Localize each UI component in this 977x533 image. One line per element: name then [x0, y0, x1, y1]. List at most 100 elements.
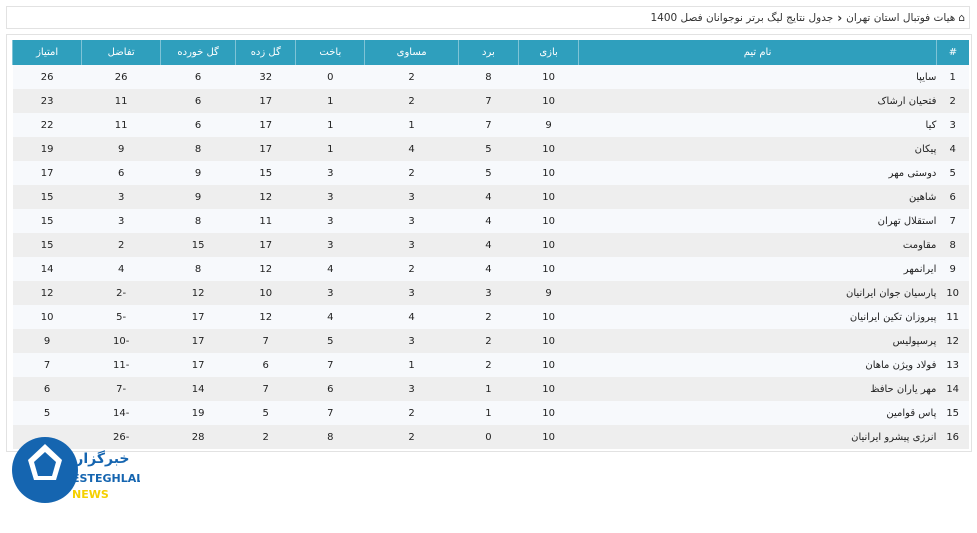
header-played: بازی [517, 40, 579, 65]
cell-points: 15 [12, 185, 82, 209]
cell-lost: 3 [295, 209, 365, 233]
table-row: 12 پرسپولیس 10 2 3 5 7 17 10- 9 [12, 329, 969, 353]
table-row: 15 پاس قوامین 10 1 2 7 5 19 14- 5 [12, 401, 969, 425]
cell-goal-diff: 10- [81, 329, 161, 353]
team-value: پیکان [914, 143, 937, 155]
goals-for-value: 12 [259, 263, 273, 275]
cell-won: 5 [458, 137, 519, 161]
points-value: 19 [40, 143, 54, 155]
cell-played: 9 [518, 113, 579, 137]
cell-goals-for: 10 [235, 281, 296, 305]
cell-won: 2 [458, 329, 519, 353]
cell-lost: 4 [295, 305, 365, 329]
table-row: 14 مهر یاران حافظ 10 1 3 6 7 14 7- 6 [12, 377, 969, 401]
cell-lost: 3 [295, 281, 365, 305]
goals-against-value: 8 [194, 143, 202, 155]
table-row: 8 مقاومت 10 4 3 3 17 15 2 15 [12, 233, 969, 257]
played-value: 10 [542, 431, 555, 443]
cell-drawn: 2 [364, 401, 459, 425]
lost-value: 6 [327, 383, 334, 395]
drawn-value: 2 [408, 95, 415, 107]
table-row: 5 دوستی مهر 10 5 2 3 15 9 6 17 [12, 161, 969, 185]
drawn-value: 2 [408, 167, 415, 179]
goals-for-value: 2 [262, 431, 269, 443]
cell-goal-diff: 26 [81, 65, 161, 89]
won-value: 4 [485, 215, 492, 227]
cell-won: 1 [458, 401, 519, 425]
points-value: 17 [40, 167, 54, 179]
lost-value: 7 [327, 407, 334, 419]
team-value: فولاد ویژن ماهان [865, 359, 937, 371]
won-value: 1 [485, 407, 492, 419]
goals-for-value: 17 [259, 143, 273, 155]
breadcrumb-home-link[interactable]: هیات فوتبال استان تهران [846, 11, 956, 24]
cell-lost: 6 [295, 377, 365, 401]
goals-against-value: 19 [191, 407, 205, 419]
lost-value: 3 [327, 191, 334, 203]
drawn-value: 3 [408, 191, 415, 203]
cell-drawn: 4 [364, 305, 459, 329]
points-value: 15 [40, 215, 54, 227]
table-row: 7 استقلال تهران 10 4 3 3 11 8 3 15 [12, 209, 969, 233]
cell-points: 6 [12, 377, 82, 401]
cell-drawn: 2 [364, 425, 459, 449]
cell-played: 10 [518, 209, 579, 233]
goal-diff-value: 26- [112, 431, 130, 443]
table-row: 6 شاهین 10 4 3 3 12 9 3 15 [12, 185, 969, 209]
rank-value: 13 [946, 359, 960, 371]
header-goal-diff: تفاضل [81, 40, 161, 65]
lost-value: 4 [327, 263, 334, 275]
goal-diff-value: 3 [117, 215, 125, 227]
home-icon[interactable]: ⌂ [958, 11, 965, 24]
won-value: 4 [485, 239, 492, 251]
rank-value: 3 [949, 119, 956, 131]
goal-diff-value: 9 [117, 143, 125, 155]
played-value: 10 [542, 95, 555, 107]
cell-lost: 3 [295, 185, 365, 209]
esteghlal-news-logo: خبرگزاری ESTEGHLAL NEWS [12, 437, 140, 503]
cell-played: 10 [518, 185, 579, 209]
cell-goals-against: 8 [160, 137, 236, 161]
team-value: پاس قوامین [886, 407, 937, 419]
goal-diff-value: 11- [112, 359, 130, 371]
lost-value: 5 [327, 335, 334, 347]
goal-diff-value: 26 [114, 71, 128, 83]
goals-against-value: 8 [194, 215, 202, 227]
cell-rank: 7 [936, 209, 969, 233]
won-value: 4 [485, 263, 492, 275]
cell-goals-against: 8 [160, 209, 236, 233]
lost-value: 3 [327, 215, 334, 227]
cell-points: 15 [12, 233, 82, 257]
goals-against-value: 17 [191, 335, 205, 347]
goals-against-value: 9 [194, 191, 202, 203]
cell-drawn: 3 [364, 185, 459, 209]
cell-goals-for: 7 [235, 329, 296, 353]
cell-team: پاس قوامین [578, 401, 937, 425]
standings-table: # نام تیم بازی برد مساوی باخت گل زده گل خورده تف… [11, 40, 969, 449]
rank-value: 5 [949, 167, 956, 179]
rank-value: 16 [946, 431, 960, 443]
cell-lost: 8 [295, 425, 365, 449]
points-value: 6 [43, 383, 51, 395]
cell-goal-diff: 11 [81, 89, 161, 113]
goals-for-value: 7 [262, 335, 269, 347]
team-value: انرژی پیشرو ایرانیان [851, 431, 937, 443]
cell-rank: 15 [936, 401, 969, 425]
played-value: 10 [542, 335, 555, 347]
cell-team: کیا [578, 113, 937, 137]
rank-value: 2 [949, 95, 956, 107]
cell-won: 2 [458, 353, 519, 377]
cell-won: 7 [458, 89, 519, 113]
cell-goals-for: 17 [235, 113, 296, 137]
goals-for-value: 17 [259, 239, 273, 251]
cell-goal-diff: 11- [81, 353, 161, 377]
team-value: مهر یاران حافظ [870, 383, 937, 395]
cell-lost: 5 [295, 329, 365, 353]
cell-rank: 1 [936, 65, 969, 89]
rank-value: 11 [946, 311, 960, 323]
won-value: 0 [485, 431, 492, 443]
cell-played: 10 [518, 257, 579, 281]
team-value: کیا [925, 119, 937, 131]
lost-value: 4 [327, 311, 334, 323]
drawn-value: 3 [408, 239, 415, 251]
